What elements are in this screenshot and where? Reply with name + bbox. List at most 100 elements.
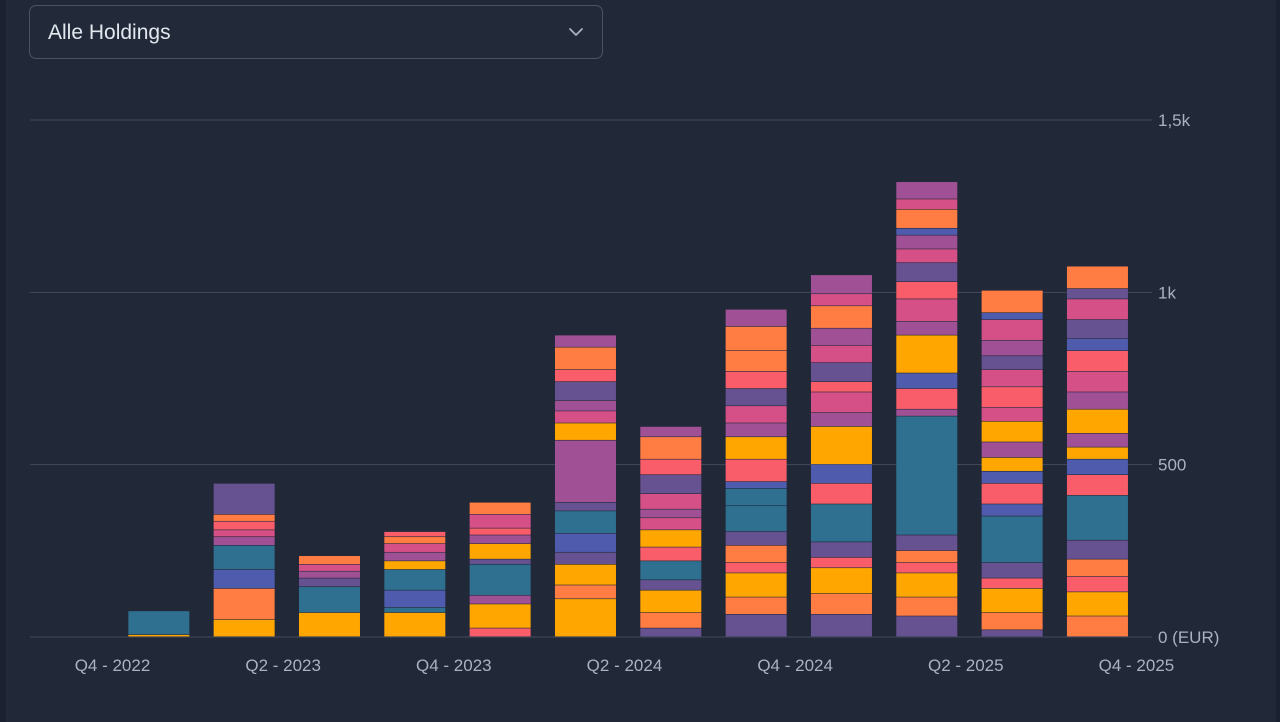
bar-segment bbox=[640, 590, 702, 613]
bar-segment bbox=[896, 597, 958, 616]
bar-segment bbox=[896, 616, 958, 637]
bar-segment bbox=[981, 516, 1043, 563]
bar-segment bbox=[810, 557, 872, 568]
bar-segment bbox=[554, 533, 616, 552]
bar-segment bbox=[725, 371, 787, 389]
bar-segment bbox=[1066, 288, 1128, 299]
bar-segment bbox=[896, 388, 958, 409]
bar-segment bbox=[1066, 371, 1128, 392]
bar-segment bbox=[640, 628, 702, 637]
x-tick-label: Q2 - 2024 bbox=[587, 656, 663, 675]
bar-segment bbox=[554, 511, 616, 533]
bar-segment bbox=[725, 545, 787, 563]
holdings-select-value: Alle Holdings bbox=[48, 21, 171, 44]
bar-segment bbox=[810, 275, 872, 294]
bar-segment bbox=[554, 564, 616, 585]
bar-segment bbox=[1066, 319, 1128, 339]
bar-segment bbox=[554, 423, 616, 440]
bar-segment bbox=[981, 421, 1043, 442]
bar-segment bbox=[384, 612, 446, 637]
bar-segment bbox=[981, 369, 1043, 387]
bar-segment bbox=[1066, 592, 1128, 616]
bar-segment bbox=[981, 442, 1043, 458]
bar-segment bbox=[981, 387, 1043, 408]
bar-segment bbox=[725, 597, 787, 614]
bar-segment bbox=[810, 392, 872, 413]
bar-segment bbox=[469, 543, 531, 559]
bar-segment bbox=[981, 612, 1043, 630]
bar-segment bbox=[213, 569, 275, 589]
bar-segment bbox=[725, 406, 787, 423]
bar-segment bbox=[981, 356, 1043, 370]
bar-segment bbox=[810, 542, 872, 558]
bar-segment bbox=[640, 475, 702, 494]
bar-segment bbox=[1066, 299, 1128, 320]
bar-segment bbox=[810, 614, 872, 637]
bar-segment bbox=[725, 506, 787, 532]
bar-segment bbox=[896, 263, 958, 282]
bar-segment bbox=[554, 369, 616, 382]
bar-segment bbox=[213, 619, 275, 637]
bar-segment bbox=[810, 412, 872, 427]
bar-segment bbox=[810, 568, 872, 594]
bar-segment bbox=[554, 411, 616, 423]
bar-segment bbox=[810, 345, 872, 363]
bar-segment bbox=[810, 464, 872, 484]
bar-segment bbox=[1066, 475, 1128, 496]
bar-segment bbox=[554, 599, 616, 637]
bar-segment bbox=[981, 407, 1043, 421]
bar-segment bbox=[810, 381, 872, 392]
bar-segment bbox=[298, 612, 360, 637]
bar-segment bbox=[469, 528, 531, 535]
bar-segment bbox=[298, 587, 360, 613]
bar-segment bbox=[810, 362, 872, 382]
bar-segment bbox=[725, 614, 787, 637]
bar-segment bbox=[469, 604, 531, 628]
bar-segment bbox=[640, 437, 702, 459]
bar-segment bbox=[810, 328, 872, 346]
bar-segment bbox=[725, 488, 787, 506]
x-tick-label: Q4 - 2024 bbox=[757, 656, 833, 675]
bar-segment bbox=[1066, 266, 1128, 289]
bar-segment bbox=[554, 502, 616, 511]
bar-segment bbox=[298, 578, 360, 587]
bar-segment bbox=[640, 561, 702, 580]
bar-segment bbox=[384, 552, 446, 561]
bar-segment bbox=[640, 493, 702, 509]
bar-segment bbox=[469, 502, 531, 515]
bar-segment bbox=[1066, 392, 1128, 409]
bar-segment bbox=[384, 590, 446, 608]
x-tick-label: Q2 - 2025 bbox=[928, 656, 1004, 675]
y-tick-label: 500 bbox=[1158, 456, 1186, 475]
bar-segment bbox=[213, 545, 275, 570]
bar-segment bbox=[981, 588, 1043, 613]
bar-segment bbox=[554, 585, 616, 599]
bar-segment bbox=[1066, 350, 1128, 372]
bar-segment bbox=[810, 294, 872, 306]
x-tick-label: Q4 - 2022 bbox=[75, 656, 151, 675]
bar-segment bbox=[981, 471, 1043, 484]
bar-segment bbox=[810, 306, 872, 328]
bar-segment bbox=[896, 199, 958, 210]
bar-segment bbox=[896, 235, 958, 249]
bar-segment bbox=[981, 504, 1043, 516]
bar-segment bbox=[384, 607, 446, 613]
bar-segment bbox=[554, 552, 616, 565]
bar-segment bbox=[725, 350, 787, 372]
bar-segment bbox=[213, 483, 275, 515]
bar-segment bbox=[981, 340, 1043, 356]
bar-segment bbox=[725, 459, 787, 482]
bar-segment bbox=[725, 388, 787, 406]
holdings-select[interactable]: Alle Holdings bbox=[29, 5, 603, 59]
bar-segment bbox=[896, 373, 958, 389]
bar-segment bbox=[384, 537, 446, 544]
bar-segment bbox=[725, 531, 787, 546]
bar-segment bbox=[810, 593, 872, 614]
right-panel-edge bbox=[1276, 0, 1280, 722]
bar-segment bbox=[213, 537, 275, 546]
bar-segment bbox=[1066, 559, 1128, 577]
bar-segment bbox=[896, 299, 958, 322]
bar-segment bbox=[384, 531, 446, 537]
bar-segment bbox=[896, 562, 958, 573]
